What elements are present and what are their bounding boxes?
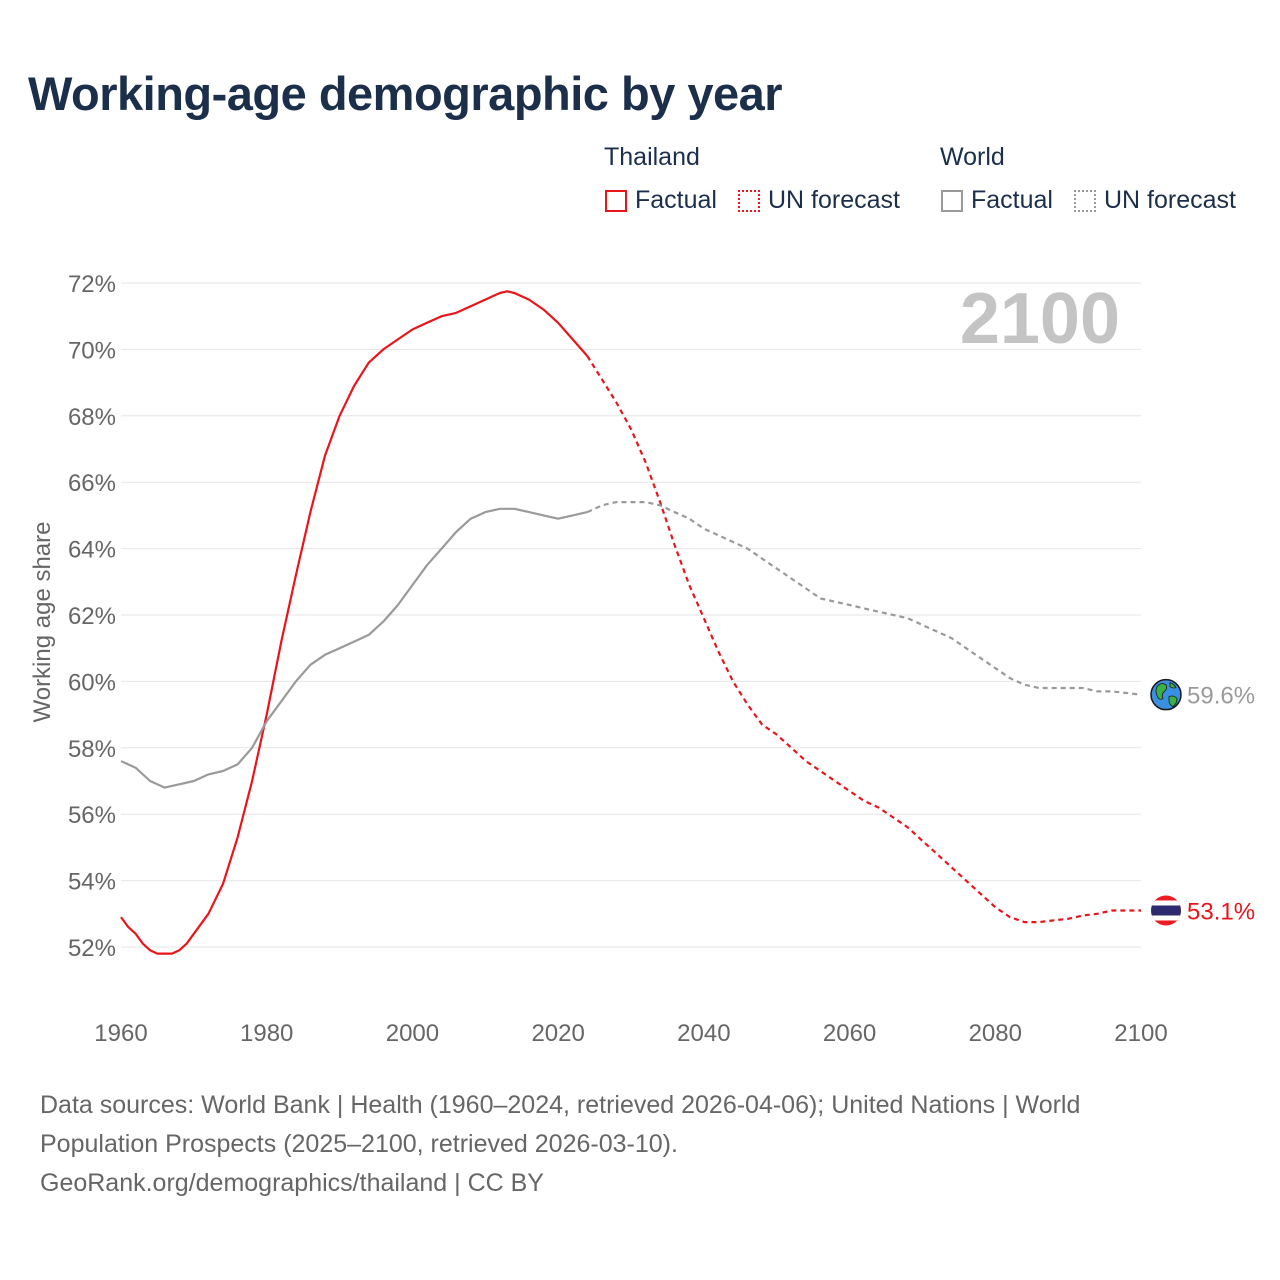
x-tick-label: 2080 xyxy=(969,1020,1022,1047)
y-tick-label: 52% xyxy=(68,935,116,962)
legend-world-factual[interactable]: Factual xyxy=(941,186,1053,215)
legend-thailand-title: Thailand xyxy=(604,143,700,171)
legend-thailand-factual-label: Factual xyxy=(635,186,717,214)
y-tick-label: 60% xyxy=(68,669,116,696)
world-factual-line[interactable] xyxy=(120,507,588,789)
series-layer xyxy=(120,290,1142,955)
y-axis-label: Working age share xyxy=(29,522,56,723)
y-tick-label: 56% xyxy=(68,802,116,829)
x-tick-label: 1980 xyxy=(240,1020,293,1047)
source-line-1: Data sources: World Bank | Health (1960–… xyxy=(40,1091,1081,1158)
legend-world-factual-label: Factual xyxy=(971,186,1053,214)
globe-icon xyxy=(1150,678,1182,711)
world-forecast-line[interactable] xyxy=(586,501,1142,696)
source-line-2: GeoRank.org/demographics/thailand | CC B… xyxy=(40,1169,544,1197)
x-tick-label: 2020 xyxy=(531,1020,584,1047)
legend-world-forecast-swatch xyxy=(1074,189,1096,212)
legend-thailand-forecast-label: UN forecast xyxy=(768,186,900,214)
year-watermark: 2100 xyxy=(960,279,1120,359)
chart-title: Working-age demographic by year xyxy=(28,67,783,120)
thailand-factual-line[interactable] xyxy=(120,290,589,955)
source-note: Data sources: World Bank | Health (1960–… xyxy=(40,1086,1200,1203)
x-tick-label: 2100 xyxy=(1114,1020,1167,1047)
y-tick-label: 62% xyxy=(68,603,116,630)
x-tick-label: 2060 xyxy=(823,1020,876,1047)
grid-layer xyxy=(121,282,1141,948)
legend-world-forecast-label: UN forecast xyxy=(1104,186,1236,214)
thailand-forecast-line[interactable] xyxy=(586,355,1141,924)
x-axis-ticks: 1960 1980 2000 2020 2040 2060 2080 2100 xyxy=(94,1020,1167,1047)
thailand-end-label: 53.1% xyxy=(1187,898,1255,925)
y-tick-label: 64% xyxy=(68,537,116,564)
legend-thailand-forecast-swatch xyxy=(738,189,760,212)
end-markers: 53.1% 59.6% xyxy=(1150,678,1255,926)
y-tick-label: 54% xyxy=(68,869,116,896)
legend-thailand-factual-swatch xyxy=(605,189,627,212)
thailand-flag-icon xyxy=(1151,895,1181,926)
legend-world-factual-swatch xyxy=(941,189,963,212)
y-tick-label: 66% xyxy=(68,470,116,497)
legend-world-title: World xyxy=(940,143,1005,171)
legend-world-forecast[interactable]: UN forecast xyxy=(1074,186,1236,215)
legend-thailand-forecast[interactable]: UN forecast xyxy=(738,186,900,215)
y-tick-label: 70% xyxy=(68,337,116,364)
y-tick-label: 68% xyxy=(68,404,116,431)
y-axis-ticks: 52% 54% 56% 58% 60% 62% 64% 66% 68% 70% 72% xyxy=(68,271,116,962)
y-tick-label: 58% xyxy=(68,736,116,763)
world-end-label: 59.6% xyxy=(1187,683,1255,710)
y-tick-label: 72% xyxy=(68,271,116,298)
x-tick-label: 2000 xyxy=(386,1020,439,1047)
x-tick-label: 2040 xyxy=(677,1020,730,1047)
x-tick-label: 1960 xyxy=(94,1020,147,1047)
legend-thailand-factual[interactable]: Factual xyxy=(605,186,717,215)
